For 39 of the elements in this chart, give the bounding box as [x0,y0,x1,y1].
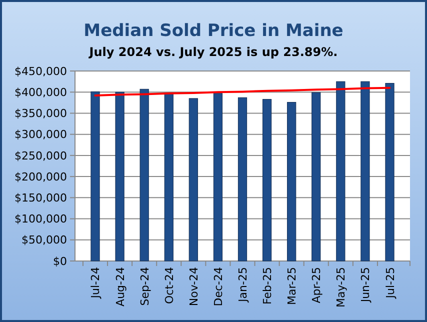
x-tick-label: Feb-25 [261,267,274,304]
x-tick-label: Jun-25 [359,267,372,304]
y-tick-label: $450,000 [14,64,67,78]
x-tick-label: Dec-24 [212,267,225,306]
x-tick-label: Jan-25 [236,267,250,303]
bar [312,92,321,262]
line-series [94,86,391,96]
x-tick-label: Nov-24 [187,267,200,306]
x-tick-label: May-25 [334,267,348,308]
x-tick-label: Jul-24 [89,267,102,300]
y-tick-label: $150,000 [14,192,67,205]
bar [385,82,394,262]
x-tick-label: Oct-24 [162,267,176,304]
bar [188,98,198,262]
bar [238,97,248,262]
y-tick-label: $350,000 [14,107,67,120]
bar [140,88,149,262]
y-tick-label: $300,000 [14,128,67,142]
bar [164,94,174,262]
y-tick-label: $100,000 [14,212,67,226]
bar [115,92,124,262]
x-tick-label: Aug-24 [114,267,127,306]
y-tick-label: $250,000 [14,149,67,162]
chart-title: Median Sold Price in Maine [84,21,344,41]
y-tick-label: $0 [53,254,67,268]
y-tick-label: $50,000 [22,234,67,247]
bar [213,93,223,262]
x-tick-label: Sep-24 [138,267,152,306]
y-tick-label: $400,000 [14,86,67,99]
y-tick-label: $200,000 [14,170,67,184]
bar [262,99,272,262]
bar [360,81,370,262]
x-tick-label: Apr-25 [310,267,324,304]
chart-subtitle: July 2024 vs. July 2025 is up 23.89%. [88,45,338,59]
x-tick-label: Jul-25 [384,267,397,300]
bar [287,102,296,262]
bar [336,81,346,262]
x-tick-label: Mar-25 [286,267,299,306]
bar [90,91,100,262]
